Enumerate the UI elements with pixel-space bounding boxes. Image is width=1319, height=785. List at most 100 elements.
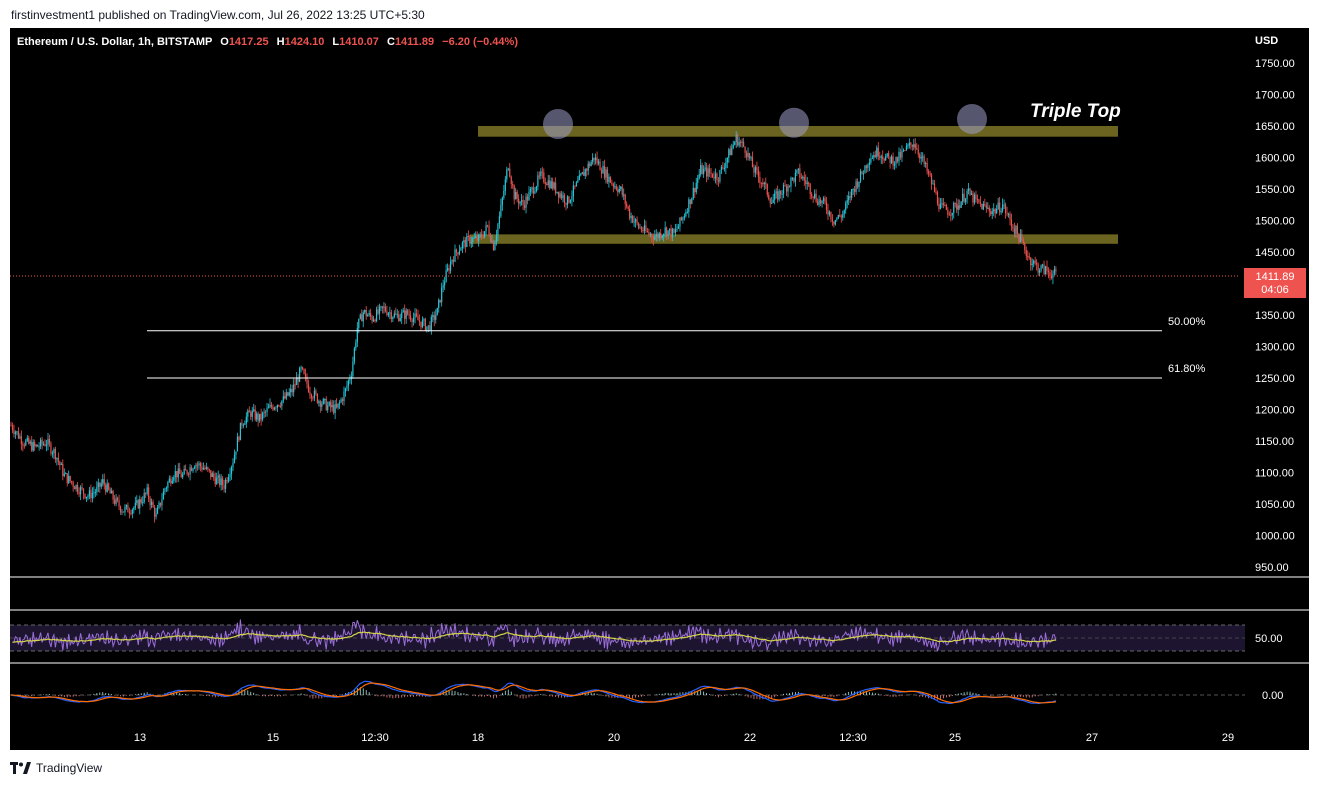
y-tick-label: 1000.00 (1255, 531, 1295, 543)
candle-body (1012, 226, 1014, 229)
candle-body (165, 487, 167, 489)
candle-body (282, 396, 284, 401)
candle-body (84, 493, 86, 499)
zone-support (470, 234, 1118, 244)
candle-body (982, 204, 984, 210)
candle-body (714, 173, 717, 179)
candle-body (278, 405, 280, 407)
candle-body (976, 199, 979, 201)
candle-body (370, 313, 372, 317)
svg-text:Ethereum / U.S. Dollar, 1h, BI: Ethereum / U.S. Dollar, 1h, BITSTAMP O14… (17, 36, 518, 48)
candle-body (797, 168, 799, 171)
candle-body (732, 144, 734, 148)
candle-body (984, 204, 986, 206)
candle-body (566, 196, 569, 205)
candle-body (871, 157, 873, 159)
candle-body (667, 230, 669, 237)
candle-body (377, 309, 379, 314)
candle-body (125, 504, 128, 508)
candle-body (32, 442, 34, 451)
candle-body (484, 231, 486, 238)
candle-body (632, 216, 634, 223)
candle-body (506, 169, 508, 180)
candle-body (679, 217, 681, 227)
candle-body (558, 191, 560, 198)
rsi-tick-label: 50.00 (1255, 633, 1283, 645)
candle-body (241, 422, 243, 426)
candle-body (1015, 225, 1017, 234)
candle-body (319, 401, 321, 407)
candle-body (671, 228, 674, 238)
candle-body (711, 173, 714, 177)
macd-pane: 0.00 (10, 680, 1283, 704)
candle-body (817, 201, 819, 205)
candle-body (614, 186, 616, 188)
candle-body (837, 214, 839, 219)
candle-body (427, 325, 429, 327)
candle-body (778, 190, 780, 200)
candle-body (88, 490, 91, 497)
candle-body (686, 211, 688, 213)
chart-canvas[interactable]: Ethereum / U.S. Dollar, 1h, BITSTAMP O14… (10, 28, 1309, 750)
candle-body (29, 441, 31, 444)
candle-body (412, 317, 415, 323)
candle-body (953, 202, 955, 213)
candle-body (933, 183, 936, 192)
candle-body (623, 194, 625, 196)
candle-body (993, 209, 995, 212)
candle-body (509, 168, 511, 177)
candle-body (967, 188, 970, 191)
candle-body (913, 144, 915, 147)
y-tick-label: 1700.00 (1255, 90, 1295, 102)
candle-body (242, 424, 244, 426)
candle-body (433, 315, 435, 320)
candle-body (639, 227, 641, 229)
candle-body (23, 445, 25, 447)
candle-body (1021, 234, 1023, 241)
candle-body (418, 320, 421, 322)
candle-body (42, 444, 45, 446)
candle-body (321, 403, 323, 407)
candle-body (208, 469, 210, 471)
footer-bar (0, 750, 1319, 785)
candle-body (856, 181, 859, 188)
candle-body (122, 511, 125, 513)
candle-body (512, 183, 514, 186)
candle-body (661, 235, 663, 238)
candle-body (248, 410, 250, 413)
candle-body (461, 242, 463, 249)
candle-body (605, 169, 607, 178)
candle-body (669, 228, 671, 231)
candle-body (710, 172, 712, 174)
candle-body (768, 194, 770, 200)
candle-body (802, 176, 804, 179)
y-tick-label: 1600.00 (1255, 153, 1295, 165)
candle-body (93, 492, 95, 494)
candle-body (780, 190, 782, 195)
candle-body (301, 367, 304, 370)
macd-line (10, 680, 1057, 704)
x-tick-label: 12:30 (839, 732, 867, 744)
candle-body (158, 502, 160, 508)
candle-body (606, 169, 609, 183)
candle-body (257, 413, 259, 421)
publish-bar: firstinvestment1 published on TradingVie… (0, 0, 1319, 28)
candle-body (819, 199, 822, 204)
candle-body (827, 209, 829, 215)
chart-frame[interactable]: Ethereum / U.S. Dollar, 1h, BITSTAMP O14… (10, 28, 1309, 750)
candle-body (378, 306, 381, 314)
candle-body (230, 466, 233, 474)
candle-body (549, 180, 551, 189)
tradingview-logo[interactable]: TradingView (10, 761, 102, 775)
candle-body (743, 141, 745, 147)
candle-body (608, 176, 610, 183)
candle-body (868, 162, 870, 165)
candle-body (245, 416, 247, 424)
candle-body (1002, 204, 1004, 211)
candle-body (988, 207, 990, 212)
y-tick-label: 1350.00 (1255, 310, 1295, 322)
candle-body (938, 203, 940, 210)
candle-body (264, 411, 267, 413)
candle-body (164, 488, 166, 492)
candle-body (523, 204, 526, 208)
